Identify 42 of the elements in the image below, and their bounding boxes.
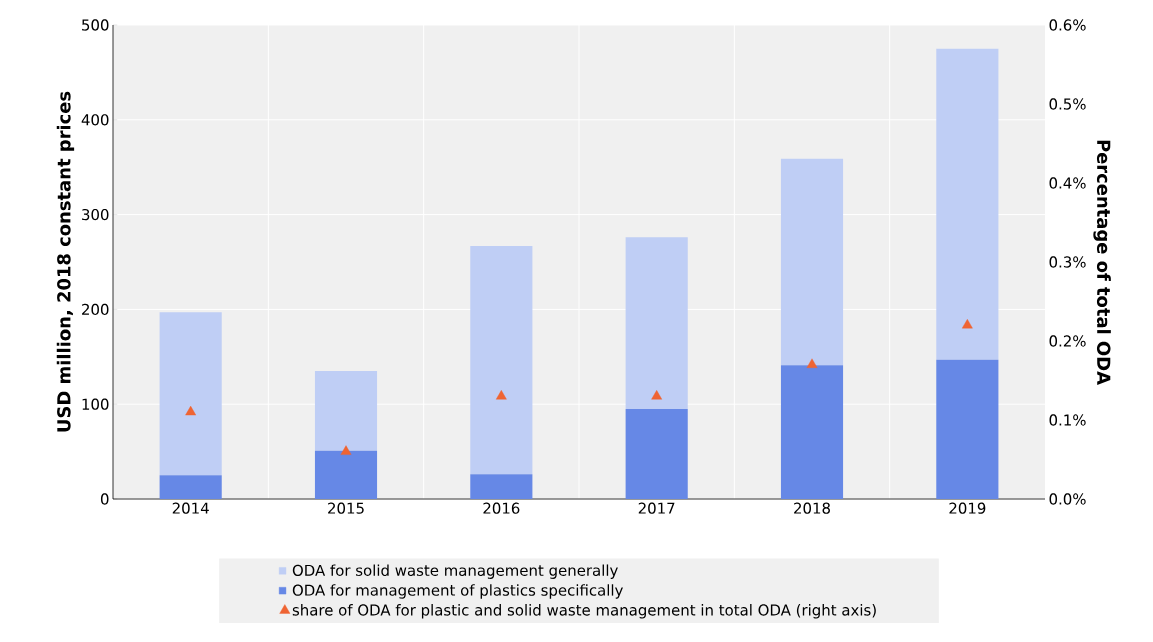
legend-label: ODA for management of plastics specifically bbox=[292, 584, 623, 599]
y-tick-label: 500 bbox=[82, 19, 109, 31]
y2-axis-title: Percentage of total ODA bbox=[1093, 140, 1111, 385]
point bbox=[495, 390, 507, 400]
point bbox=[806, 358, 818, 368]
bar bbox=[936, 48, 999, 360]
y2-tick-label: 0.3% bbox=[1049, 256, 1086, 268]
bar bbox=[314, 371, 378, 451]
y-tick-label: 0 bbox=[100, 493, 109, 505]
point bbox=[185, 405, 197, 416]
x-tick-label: 2019 bbox=[949, 502, 986, 514]
bar bbox=[470, 474, 533, 499]
y-tick-label: 200 bbox=[82, 303, 109, 316]
y-axis-title: USD million, 2018 constant prices bbox=[56, 91, 75, 432]
bar bbox=[314, 450, 378, 499]
y2-tick-label: 0.6% bbox=[1049, 19, 1086, 31]
bar bbox=[780, 158, 844, 366]
bar bbox=[625, 237, 688, 409]
y2-tick-label: 0.1% bbox=[1049, 414, 1086, 426]
y2-tick-label: 0.2% bbox=[1049, 335, 1086, 347]
point bbox=[340, 445, 352, 455]
legend-label: share of ODA for plastic and solid waste management in total ODA (right axis) bbox=[292, 604, 876, 619]
x-tick-label: 2017 bbox=[638, 502, 675, 514]
bar bbox=[159, 312, 222, 476]
x-tick-label: 2018 bbox=[794, 502, 830, 514]
x-tick-label: 2015 bbox=[328, 502, 364, 514]
bar bbox=[470, 245, 533, 475]
y2-tick-label: 0.5% bbox=[1049, 98, 1086, 110]
y2-tick-label: 0.0% bbox=[1049, 493, 1086, 505]
bar bbox=[159, 475, 222, 499]
y-tick-label: 400 bbox=[81, 114, 109, 126]
y2-tick-label: 0.4% bbox=[1049, 177, 1086, 189]
x-tick-label: 2014 bbox=[172, 502, 209, 514]
y-tick-label: 300 bbox=[82, 208, 109, 221]
bar bbox=[780, 365, 844, 499]
bar bbox=[936, 359, 999, 499]
point bbox=[651, 390, 663, 400]
legend-label: ODA for solid waste management generally bbox=[292, 564, 618, 579]
point bbox=[961, 319, 973, 329]
x-tick-label: 2016 bbox=[483, 502, 520, 514]
y-tick-label: 100 bbox=[82, 398, 109, 410]
bar bbox=[625, 408, 688, 499]
